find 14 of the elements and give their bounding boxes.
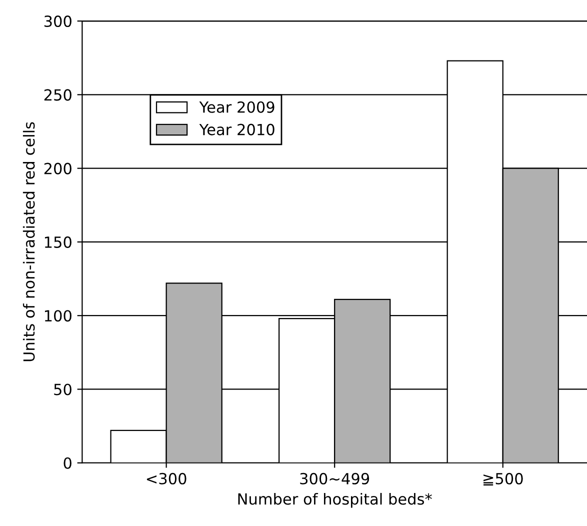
y-tick-label: 300 xyxy=(44,16,72,28)
legend-label: Year 2009 xyxy=(199,101,274,113)
y-tick-label: 250 xyxy=(44,89,72,101)
y-axis-title: Units of non-irradiated red cells xyxy=(22,122,35,362)
x-tick-label: ≧500 xyxy=(484,472,523,486)
legend-label: Year 2010 xyxy=(199,124,274,136)
y-tick-label: 50 xyxy=(54,384,72,396)
y-tick-label: 0 xyxy=(64,457,72,469)
x-tick-label: <300 xyxy=(146,472,186,484)
y-tick-label: 150 xyxy=(44,236,72,248)
x-axis-title: Number of hospital beds* xyxy=(238,492,432,508)
y-tick-label: 200 xyxy=(44,162,72,174)
x-tick-label: 300~499 xyxy=(300,472,370,484)
y-tick-label: 100 xyxy=(44,310,72,322)
